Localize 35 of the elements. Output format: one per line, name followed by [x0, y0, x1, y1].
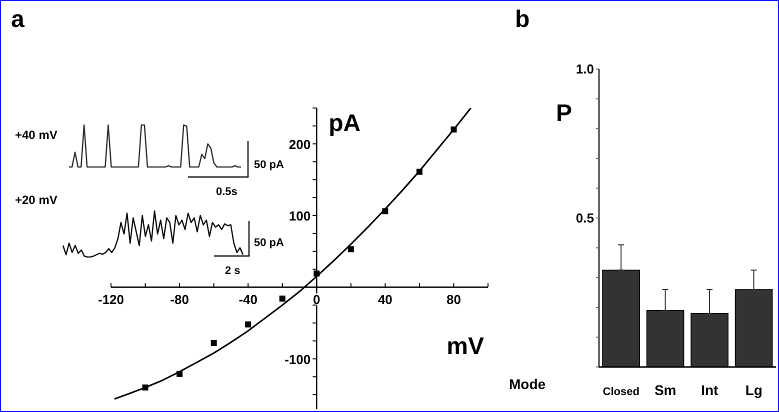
annotation: 2 s [225, 265, 240, 277]
annotation: 50 pA [254, 237, 284, 249]
point [279, 296, 286, 302]
point [245, 321, 252, 328]
x-tick-label: -120 [98, 292, 124, 308]
x-tick-label: -40 [238, 292, 258, 308]
y-tick-label: -100 [284, 352, 311, 367]
x-tick-label: Sm [654, 382, 676, 398]
x-tick-label: -80 [170, 292, 189, 308]
y-axis-title: P [556, 100, 572, 127]
annotation: 50 pA [254, 159, 284, 171]
annotation: 0.5s [216, 186, 238, 198]
point [210, 340, 217, 346]
x-tick-label: Int [701, 382, 719, 398]
point [416, 168, 422, 175]
point [450, 126, 457, 132]
y-axis-title: pA [328, 110, 361, 137]
x-tick-label: 80 [446, 292, 461, 308]
text: +20 mV [15, 193, 58, 207]
chart-title: b [515, 6, 530, 33]
x-axis-title: mV [446, 333, 484, 360]
x-tick-label: Lg [745, 382, 762, 398]
y-tick-label: 0.5 [576, 210, 594, 226]
y-tick-label: 200 [288, 136, 311, 152]
point [382, 208, 388, 214]
y-tick-label: 100 [288, 208, 311, 224]
point [348, 246, 354, 252]
x-axis-title: Mode [509, 376, 546, 392]
text: +40 mV [15, 128, 58, 142]
chart-title: a [11, 6, 25, 33]
x-tick-label: 40 [378, 292, 392, 308]
point [142, 384, 148, 390]
y-tick-label: 1.0 [576, 62, 594, 77]
point [176, 370, 183, 377]
x-tick-label: Closed [602, 386, 640, 398]
